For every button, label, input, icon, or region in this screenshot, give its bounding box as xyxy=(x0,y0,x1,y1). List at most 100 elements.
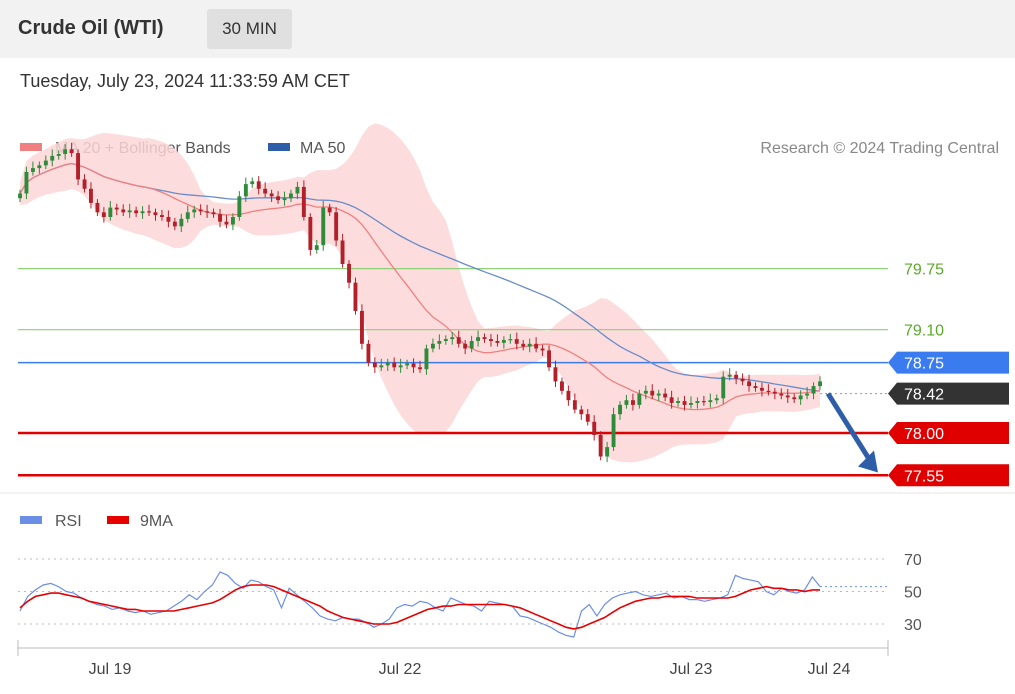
candle-body xyxy=(256,181,261,189)
candle-body xyxy=(166,217,171,222)
candle-body xyxy=(663,393,668,398)
current-price-tag xyxy=(888,382,1009,405)
time-axis-label: Jul 24 xyxy=(808,661,851,678)
legend-9ma-label: 9MA xyxy=(140,513,173,530)
candle-body xyxy=(792,397,797,400)
candle-body xyxy=(340,240,345,264)
candle-body xyxy=(18,193,22,199)
candle-body xyxy=(437,341,442,344)
candle-body xyxy=(63,149,68,154)
ma20-line xyxy=(19,162,821,411)
header-bar: Crude Oil (WTI) 30 MIN xyxy=(0,0,1015,58)
candle-body xyxy=(740,378,745,382)
candle-body xyxy=(405,363,410,366)
candle-body xyxy=(689,403,693,405)
candle-body xyxy=(179,218,184,227)
candle-body xyxy=(301,186,306,217)
candle-body xyxy=(172,221,177,227)
candle-body xyxy=(579,409,584,415)
candle-body xyxy=(811,386,816,394)
candle-body xyxy=(89,188,93,203)
candle-body xyxy=(160,215,164,217)
candle-body xyxy=(747,381,751,387)
candle-body xyxy=(753,386,758,388)
candle-body xyxy=(295,186,300,194)
candle-body xyxy=(101,212,106,217)
candle-body xyxy=(263,188,268,194)
candle-body xyxy=(553,367,558,382)
candle-body xyxy=(560,381,564,391)
candle-body xyxy=(798,395,803,400)
candle-body xyxy=(598,434,603,457)
candle-body xyxy=(360,310,364,344)
candle-body xyxy=(127,210,132,213)
candle-body xyxy=(250,181,255,185)
candle-body xyxy=(140,211,145,214)
support-price-tag xyxy=(888,464,1009,487)
candle-body xyxy=(31,168,35,172)
candle-body xyxy=(760,387,764,391)
candle-body xyxy=(243,184,248,197)
candle-body xyxy=(450,337,455,340)
rsi-panel: 30 50 70 xyxy=(18,552,922,638)
rsi-line xyxy=(19,571,821,638)
candle-body xyxy=(714,398,719,401)
candle-body xyxy=(482,337,487,340)
candle-body xyxy=(95,202,100,213)
candle-body xyxy=(650,390,655,396)
candle-body xyxy=(334,212,339,241)
candle-body xyxy=(766,390,771,392)
bollinger-band-fill xyxy=(20,123,820,463)
candle-body xyxy=(637,393,642,405)
candle-body xyxy=(121,209,126,213)
support-price-label: 77.55 xyxy=(904,468,944,485)
legend-9ma-swatch xyxy=(107,516,129,524)
candle-body xyxy=(24,171,29,194)
timeframe-badge[interactable]: 30 MIN xyxy=(207,9,292,49)
candle-body xyxy=(398,365,403,368)
candle-body xyxy=(476,337,480,341)
candle-body xyxy=(779,393,784,396)
candle-body xyxy=(772,391,777,394)
rsi-ma-line xyxy=(19,584,820,630)
time-axis-label: Jul 19 xyxy=(89,661,132,678)
forecast-arrow-shaft xyxy=(825,392,873,462)
candle-body xyxy=(676,401,680,403)
candle-body xyxy=(327,207,332,213)
candle-body xyxy=(618,404,622,415)
legend-ma50-label: MA 50 xyxy=(300,140,345,157)
candle-body xyxy=(69,149,74,154)
candle-body xyxy=(347,263,351,283)
candle-body xyxy=(50,155,55,161)
candle-body xyxy=(643,390,648,394)
candle-body xyxy=(289,193,293,199)
candle-body xyxy=(656,393,661,396)
candle-body xyxy=(501,340,506,343)
candle-body xyxy=(611,414,616,448)
candle-body xyxy=(76,153,80,180)
timestamp: Tuesday, July 23, 2024 11:33:59 AM CET xyxy=(20,71,350,91)
candle-body xyxy=(572,400,577,410)
candle-body xyxy=(631,400,635,405)
candle-body xyxy=(605,447,610,457)
candle-body xyxy=(585,414,590,422)
candle-body xyxy=(411,363,416,368)
candle-body xyxy=(727,374,732,377)
candle-body xyxy=(534,343,539,349)
candle-body xyxy=(805,393,810,396)
candle-body xyxy=(231,217,235,225)
candle-body xyxy=(321,207,326,246)
candle-body xyxy=(424,348,429,370)
candle-body xyxy=(521,343,526,347)
candle-body xyxy=(785,395,790,398)
candle-body xyxy=(269,193,274,197)
candle-body xyxy=(721,376,726,399)
candle-body xyxy=(218,214,222,222)
candle-body xyxy=(353,282,358,311)
candle-body xyxy=(418,367,422,370)
research-credit: Research © 2024 Trading Central xyxy=(760,140,999,157)
candle-body xyxy=(592,421,597,435)
candle-body xyxy=(695,401,700,403)
candle-body xyxy=(443,339,448,341)
candle-body xyxy=(469,341,474,349)
